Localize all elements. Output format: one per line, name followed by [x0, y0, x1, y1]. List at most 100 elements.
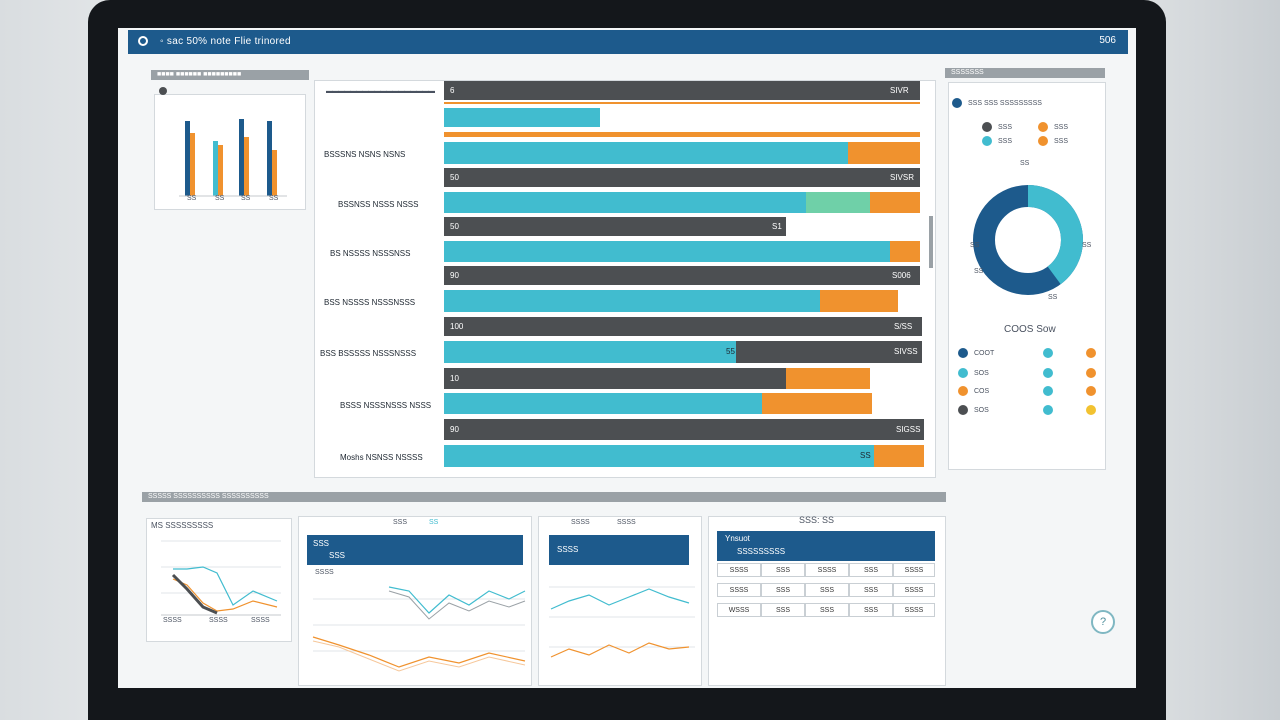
table-hdr-text: SSSSSSSSS — [737, 547, 786, 556]
dark-bar — [736, 341, 922, 363]
table-cell: SSS — [805, 583, 849, 597]
legend-label: SSS — [998, 138, 1013, 145]
dark-bar — [444, 266, 920, 285]
bottom-section-header: SSSSS SSSSSSSSSS SSSSSSSSSS — [142, 492, 946, 502]
dark-bar — [444, 368, 786, 389]
table-cell: SSS — [849, 583, 893, 597]
left-axis-label: SS — [269, 195, 279, 202]
legend-row-label: SOS — [974, 370, 989, 377]
mini-line-card-2: SSS SS SSS SSS SSSS — [298, 516, 532, 686]
donut-title: COOS Sow — [1004, 324, 1056, 335]
bar-row-label: BSSSNS NSNS NSNS — [324, 150, 406, 159]
mini-line-chart-1 — [161, 540, 281, 616]
main-orange-rule — [444, 102, 920, 104]
left-bar — [272, 150, 277, 196]
left-bar — [185, 121, 190, 196]
mini-tick: SSSS — [163, 617, 182, 624]
teal-bar — [444, 241, 890, 262]
table-cell: SSSS — [893, 603, 935, 617]
orange-bar — [870, 192, 920, 213]
bar-left-value: 90 — [450, 425, 459, 434]
mini-card-title: MS SSSSSSSSS — [151, 521, 214, 530]
bar-right-value: SIVSR — [890, 173, 915, 182]
bar-right-value: S1 — [772, 222, 782, 231]
left-bar — [239, 119, 244, 196]
mini-line-card-1: MS SSSSSSSSS SSSS SSSS SSSS — [146, 518, 292, 642]
table-cell: SSS — [761, 563, 805, 577]
bar-left-value: 10 — [450, 374, 459, 383]
bar-right-value: SIGSS — [896, 425, 921, 434]
legend-dot — [1086, 368, 1096, 378]
app-logo-icon — [138, 36, 148, 46]
mini-hdr-text: SSS — [329, 551, 346, 560]
title-bar-right-label: 506 — [1099, 35, 1116, 46]
right-panel-header: SSSSSSS — [945, 68, 1105, 78]
donut-label: SS — [1082, 242, 1092, 249]
main-panel-header: ▬▬▬▬▬▬▬▬▬▬▬▬▬▬▬▬▬▬ — [326, 88, 435, 95]
dark-bar — [444, 81, 920, 100]
mini-tick: SSSS — [251, 617, 270, 624]
left-bar — [190, 133, 195, 196]
bar-row-label: Moshs NSNSS NSSSS — [340, 453, 423, 462]
table-cell: SSS — [761, 603, 805, 617]
donut-chart — [973, 185, 1083, 295]
bar-right-value: S/SS — [894, 322, 913, 331]
legend-dot — [982, 122, 992, 132]
avatar-icon — [159, 87, 167, 95]
donut-subtitle: SSS SSS SSSSSSSSS — [968, 100, 1042, 107]
legend-dot — [1043, 386, 1053, 396]
teal-bar — [444, 142, 848, 164]
teal-bar — [444, 290, 820, 312]
bar-left-value: 50 — [450, 173, 459, 182]
left-chart-card: SS SS SS SS — [154, 87, 306, 210]
bar-right-value: SIVR — [890, 86, 909, 95]
table-cell: SSS — [849, 603, 893, 617]
legend-dot — [1086, 386, 1096, 396]
teal-bar — [444, 393, 762, 414]
window-title: ◦ sac 50% note Flie trinored — [160, 36, 291, 47]
orange-bar — [848, 142, 920, 164]
legend-dot — [958, 386, 968, 396]
orange-bar — [820, 290, 898, 312]
bar-left-value: 90 — [450, 271, 459, 280]
table-cell: SSS — [761, 583, 805, 597]
mini-hdr-text: SSSS — [557, 545, 579, 554]
scrollbar-thumb[interactable] — [929, 216, 933, 268]
bar-row-label: BSSS NSSSNSSS NSSS — [340, 401, 432, 410]
left-bar — [218, 145, 223, 196]
bar-row-label: BSSNSS NSSS NSSS — [338, 200, 419, 209]
donut-label: SS — [970, 242, 980, 249]
table-cell: SSSS — [717, 563, 761, 577]
table-top-label: SSS: SS — [799, 515, 835, 525]
dark-bar — [444, 419, 924, 440]
bar-left-value: 50 — [450, 222, 459, 231]
table-blue-header: Ynsuot SSSSSSSSS — [717, 531, 935, 561]
legend-row-label: COS — [974, 388, 990, 395]
bar-row-label: BS NSSSS NSSSNSS — [330, 249, 411, 258]
table-cell: SSSS — [893, 583, 935, 597]
orange-rule — [444, 132, 920, 137]
legend-dot — [958, 368, 968, 378]
title-bar: ◦ sac 50% note Flie trinored 506 — [128, 30, 1128, 54]
donut-label: SS — [1048, 294, 1058, 301]
left-axis-label: SS — [215, 195, 225, 202]
legend-dot — [958, 348, 968, 358]
legend-label: SSS — [1054, 124, 1069, 131]
dark-bar — [444, 168, 920, 187]
teal-bar — [444, 108, 600, 127]
help-button[interactable]: ? — [1091, 610, 1115, 634]
mini-blue-header: SSS SSS — [307, 535, 523, 565]
bar-row-label: BSS NSSSS NSSSNSSS — [324, 298, 416, 307]
legend-dot — [1038, 136, 1048, 146]
table-hdr-text: Ynsuot — [725, 534, 750, 543]
legend-dot — [982, 136, 992, 146]
legend-row-label: SOS — [974, 407, 989, 414]
table-cell: SSSS — [717, 583, 761, 597]
teal-bar — [444, 445, 874, 467]
left-panel-header: ■■■■ ■■■■■■ ■■■■■■■■■ — [151, 70, 309, 80]
dark-bar — [444, 217, 786, 236]
legend-row-label: COOT — [974, 350, 995, 357]
bar-right-value: SIVSS — [894, 347, 918, 356]
orange-bar — [874, 445, 924, 467]
table-cell: SSS — [805, 603, 849, 617]
